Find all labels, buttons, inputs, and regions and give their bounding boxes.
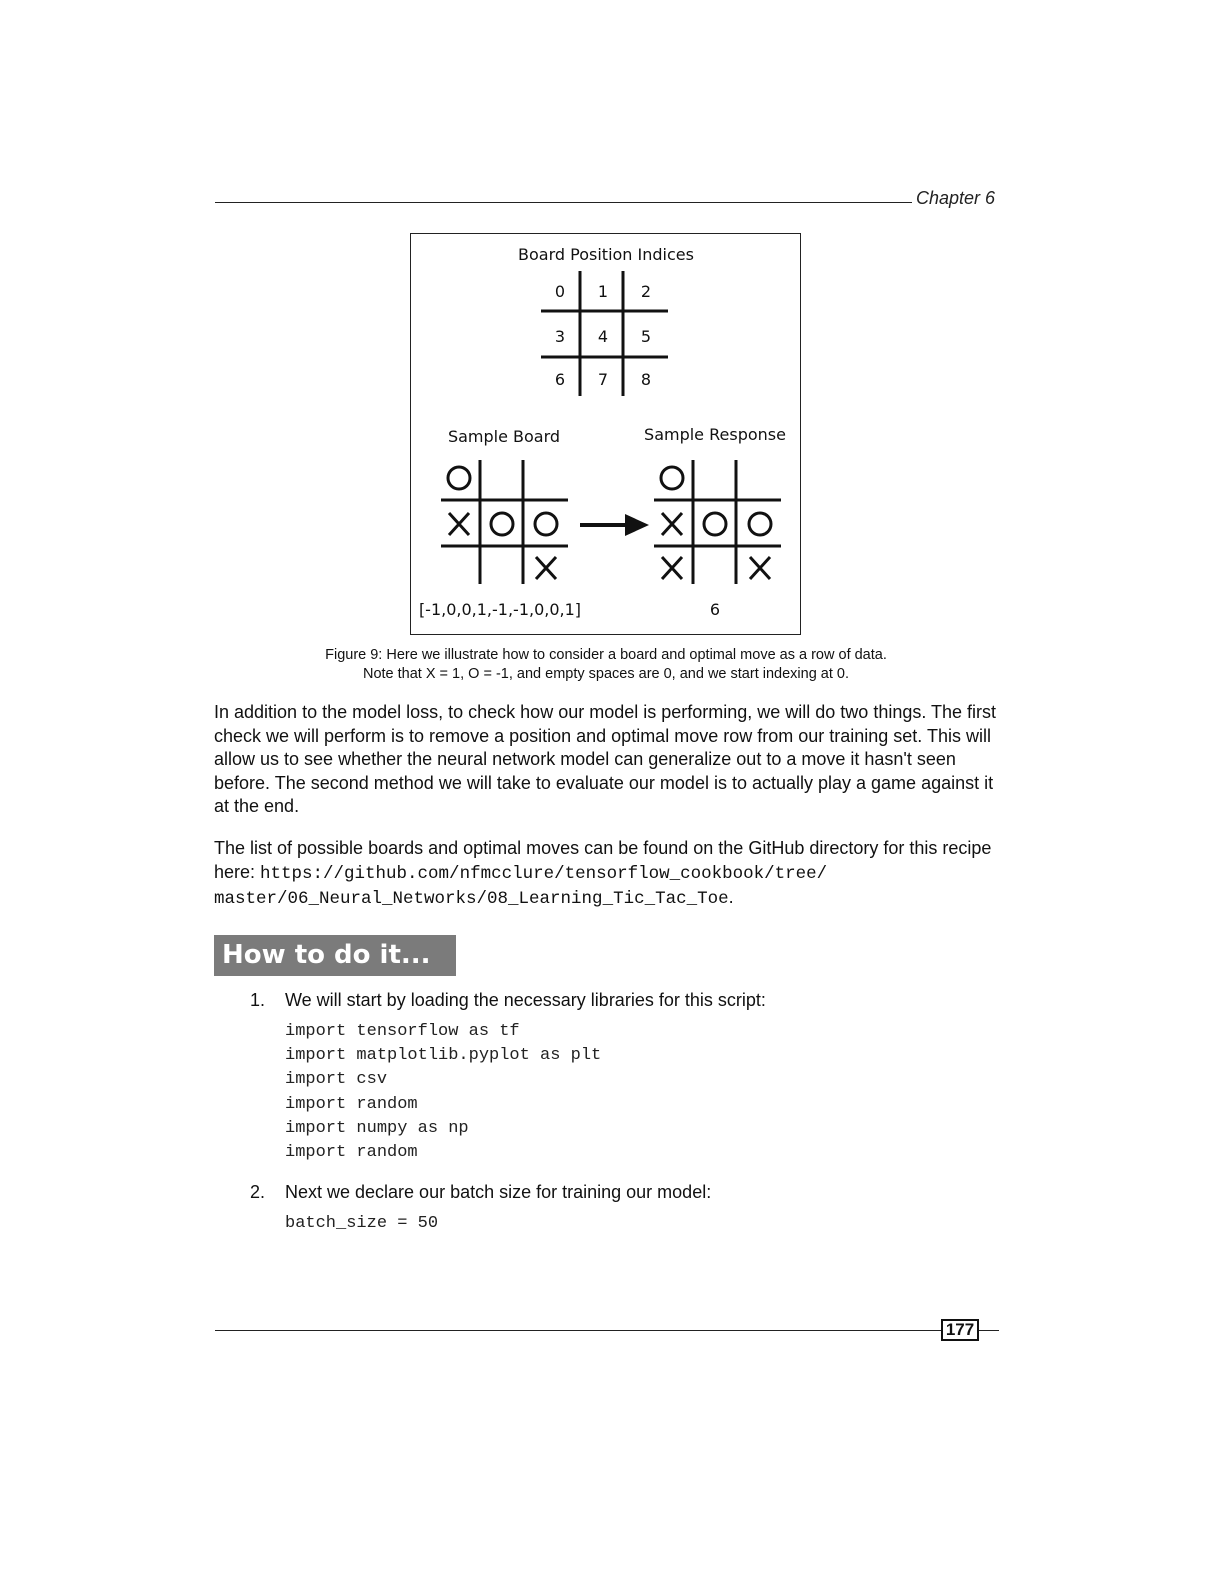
github-link-line-2[interactable]: master/06_Neural_Networks/08_Learning_Ti…: [214, 889, 729, 909]
board-vector: [-1,0,0,1,-1,-1,0,0,1]: [419, 600, 581, 619]
index-label-8: 8: [641, 370, 651, 389]
response-value: 6: [710, 600, 720, 619]
sample-board-marks: [448, 467, 557, 579]
step-1-number: 1.: [250, 990, 265, 1011]
index-label-4: 4: [598, 327, 608, 346]
response-cell-6-x-mark: [662, 557, 682, 579]
step-1-text: We will start by loading the necessary l…: [285, 990, 766, 1011]
response-cell-3-x-mark: [662, 513, 682, 535]
index-labels: 0 1 2 3 4 5 6 7 8: [555, 282, 651, 389]
paragraph-github: The list of possible boards and optimal …: [214, 837, 1004, 912]
caption-line-1: Figure 9: Here we illustrate how to cons…: [214, 646, 998, 665]
board-cell-3-x-mark: [449, 513, 469, 535]
section-heading: How to do it...: [214, 935, 456, 976]
footer-rule-right: [979, 1330, 999, 1331]
response-cell-8-x-mark: [750, 557, 770, 579]
arrow-icon: [580, 514, 649, 536]
board-cell-8-x-mark: [536, 557, 556, 579]
index-label-0: 0: [555, 282, 565, 301]
board-cell-4-o-mark: [491, 513, 513, 535]
index-label-2: 2: [641, 282, 651, 301]
response-cell-5-o-mark: [749, 513, 771, 535]
figure-caption: Figure 9: Here we illustrate how to cons…: [214, 646, 998, 684]
figure-diagram: Board Position Indices 0 1 2 3 4 5 6 7 8 Sample …: [411, 234, 802, 636]
step-2-text: Next we declare our batch size for train…: [285, 1182, 711, 1203]
index-label-1: 1: [598, 282, 608, 301]
step-1-code: import tensorflow as tf import matplotli…: [285, 1020, 601, 1165]
index-label-7: 7: [598, 370, 608, 389]
sample-response-marks: [661, 467, 771, 579]
github-link-line-1[interactable]: https://github.com/nfmcclure/tensorflow_…: [260, 864, 827, 884]
chapter-label: Chapter 6: [916, 188, 995, 209]
figure-9: Board Position Indices 0 1 2 3 4 5 6 7 8 Sample …: [410, 233, 801, 635]
board-cell-5-o-mark: [535, 513, 557, 535]
index-label-6: 6: [555, 370, 565, 389]
sample-response-label: Sample Response: [644, 425, 786, 444]
sample-board-label: Sample Board: [448, 427, 560, 446]
figure-title: Board Position Indices: [518, 245, 694, 264]
response-cell-4-o-mark: [704, 513, 726, 535]
paragraph-evaluation: In addition to the model loss, to check …: [214, 701, 1004, 819]
header-rule: [215, 202, 912, 203]
page-number: 177: [941, 1319, 979, 1341]
board-cell-0-o-mark: [448, 467, 470, 489]
index-label-3: 3: [555, 327, 565, 346]
response-cell-0-o-mark: [661, 467, 683, 489]
step-2-number: 2.: [250, 1182, 265, 1203]
paragraph-github-end: .: [729, 887, 734, 907]
caption-line-2: Note that X = 1, O = -1, and empty space…: [214, 665, 998, 684]
step-2-code: batch_size = 50: [285, 1212, 438, 1236]
footer-rule-left: [215, 1330, 941, 1331]
index-label-5: 5: [641, 327, 651, 346]
